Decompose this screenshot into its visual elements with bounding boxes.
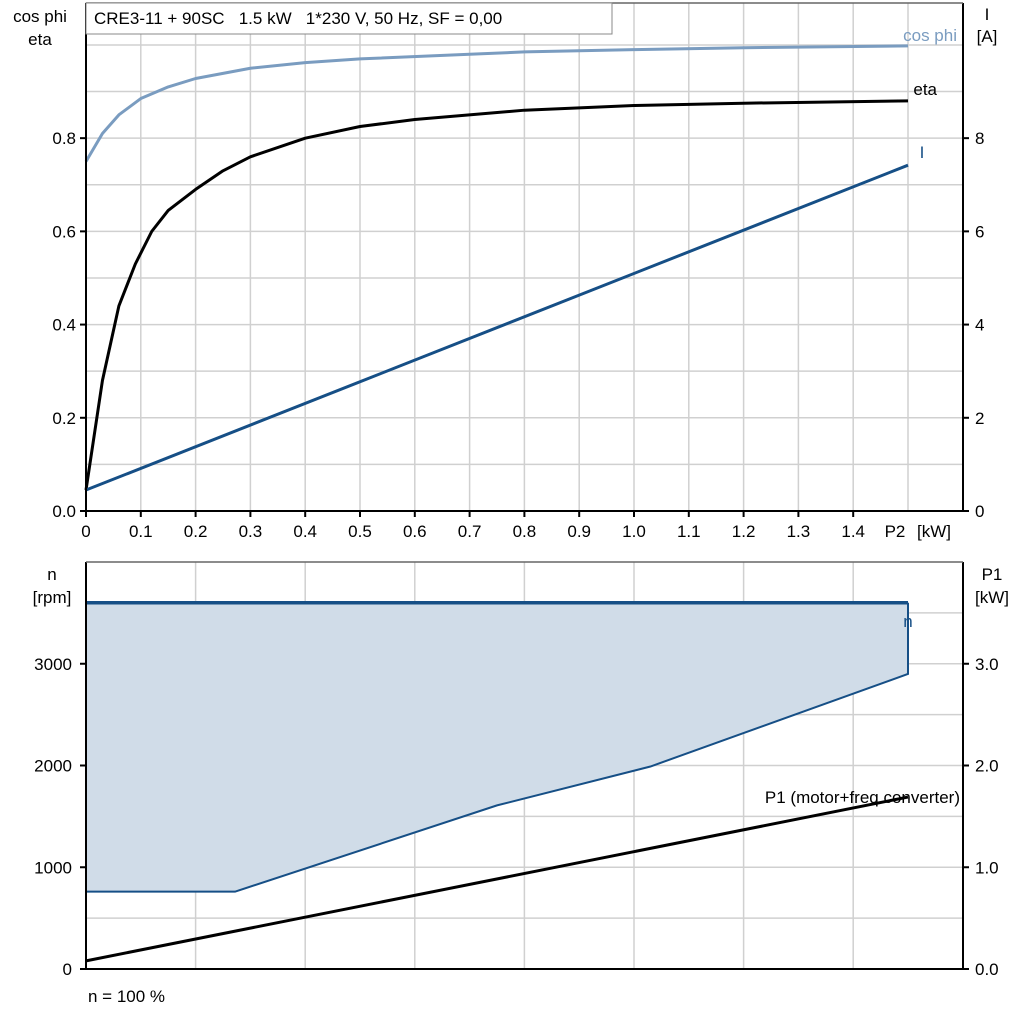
y-left-tick-label: 0.4	[52, 316, 76, 335]
speed-range-area	[86, 602, 908, 892]
footnote: n = 100 %	[88, 987, 165, 1006]
y-left-tick-label: 0.6	[52, 222, 76, 241]
axes	[80, 2, 969, 970]
x-tick-label: 0	[81, 522, 90, 541]
y-left-label-rpm: [rpm]	[33, 588, 72, 607]
y-left-tick-label: 2000	[34, 757, 72, 776]
series-line-cos-phi	[84, 44, 909, 163]
series-line-I	[85, 163, 909, 492]
y-right-label-kw: [kW]	[975, 588, 1009, 607]
series-label-p1: P1 (motor+freq.converter)	[765, 788, 960, 807]
y-right-label-i: I	[985, 5, 990, 24]
y-right-tick-label: 0	[975, 502, 984, 521]
y-left-tick-label: 3000	[34, 655, 72, 674]
x-label-unit: [kW]	[917, 522, 951, 541]
x-tick-label: 0.1	[129, 522, 153, 541]
y-right-tick-label: 8	[975, 129, 984, 148]
tick-labels: 0 0.1 0.2 0.3 0.4 0.5 0.6 0.7 0.8 0.9 1.0 1.1 1.2 1.3…	[34, 129, 998, 979]
series-label-n: n	[903, 612, 912, 631]
y-right-tick-label: 3.0	[975, 655, 999, 674]
series-label-i: I	[920, 143, 925, 162]
top-series	[84, 44, 909, 492]
y-left-tick-label: 0.0	[52, 502, 76, 521]
y-left-label-cosphi: cos phi	[13, 7, 67, 26]
x-tick-label: 0.4	[293, 522, 317, 541]
title-box	[85, 2, 613, 35]
y-left-tick-label: 0.2	[52, 409, 76, 428]
x-tick-label: 0.3	[239, 522, 263, 541]
x-tick-label: 0.9	[567, 522, 591, 541]
bottom-series	[85, 600, 909, 963]
x-tick-label: 0.2	[184, 522, 208, 541]
x-label-p2: P2	[885, 522, 906, 541]
x-tick-label: 1.3	[787, 522, 811, 541]
y-left-tick-label: 0.8	[52, 129, 76, 148]
y-left-label-n: n	[47, 565, 56, 584]
series-line-p1	[85, 795, 909, 963]
y-right-label-a: [A]	[977, 27, 998, 46]
y-right-tick-label: 6	[975, 222, 984, 241]
x-tick-label: 1.1	[677, 522, 701, 541]
y-right-tick-label: 2.0	[975, 757, 999, 776]
speed-range-lower-line	[86, 602, 909, 893]
y-right-tick-label: 1.0	[975, 858, 999, 877]
series-label-eta: eta	[913, 80, 937, 99]
series-label-cosphi: cos phi	[903, 26, 957, 45]
x-tick-label: 0.5	[348, 522, 372, 541]
x-tick-label: 1.0	[622, 522, 646, 541]
y-right-tick-label: 2	[975, 409, 984, 428]
y-right-tick-label: 4	[975, 316, 984, 335]
x-tick-label: 1.4	[841, 522, 865, 541]
y-left-tick-label: 1000	[34, 858, 72, 877]
speed-range-fill	[86, 602, 908, 892]
x-tick-label: 1.2	[732, 522, 756, 541]
x-tick-label: 0.8	[513, 522, 537, 541]
y-right-label-p1: P1	[982, 565, 1003, 584]
y-left-label-eta: eta	[28, 30, 52, 49]
top-grid	[86, 3, 964, 511]
x-tick-label: 0.6	[403, 522, 427, 541]
series-line-eta	[84, 99, 909, 491]
chart-title: CRE3-11 + 90SC 1.5 kW 1*230 V, 50 Hz, SF…	[94, 9, 502, 28]
x-tick-label: 0.7	[458, 522, 482, 541]
y-left-tick-label: 0	[63, 960, 72, 979]
y-right-tick-label: 0.0	[975, 960, 999, 979]
